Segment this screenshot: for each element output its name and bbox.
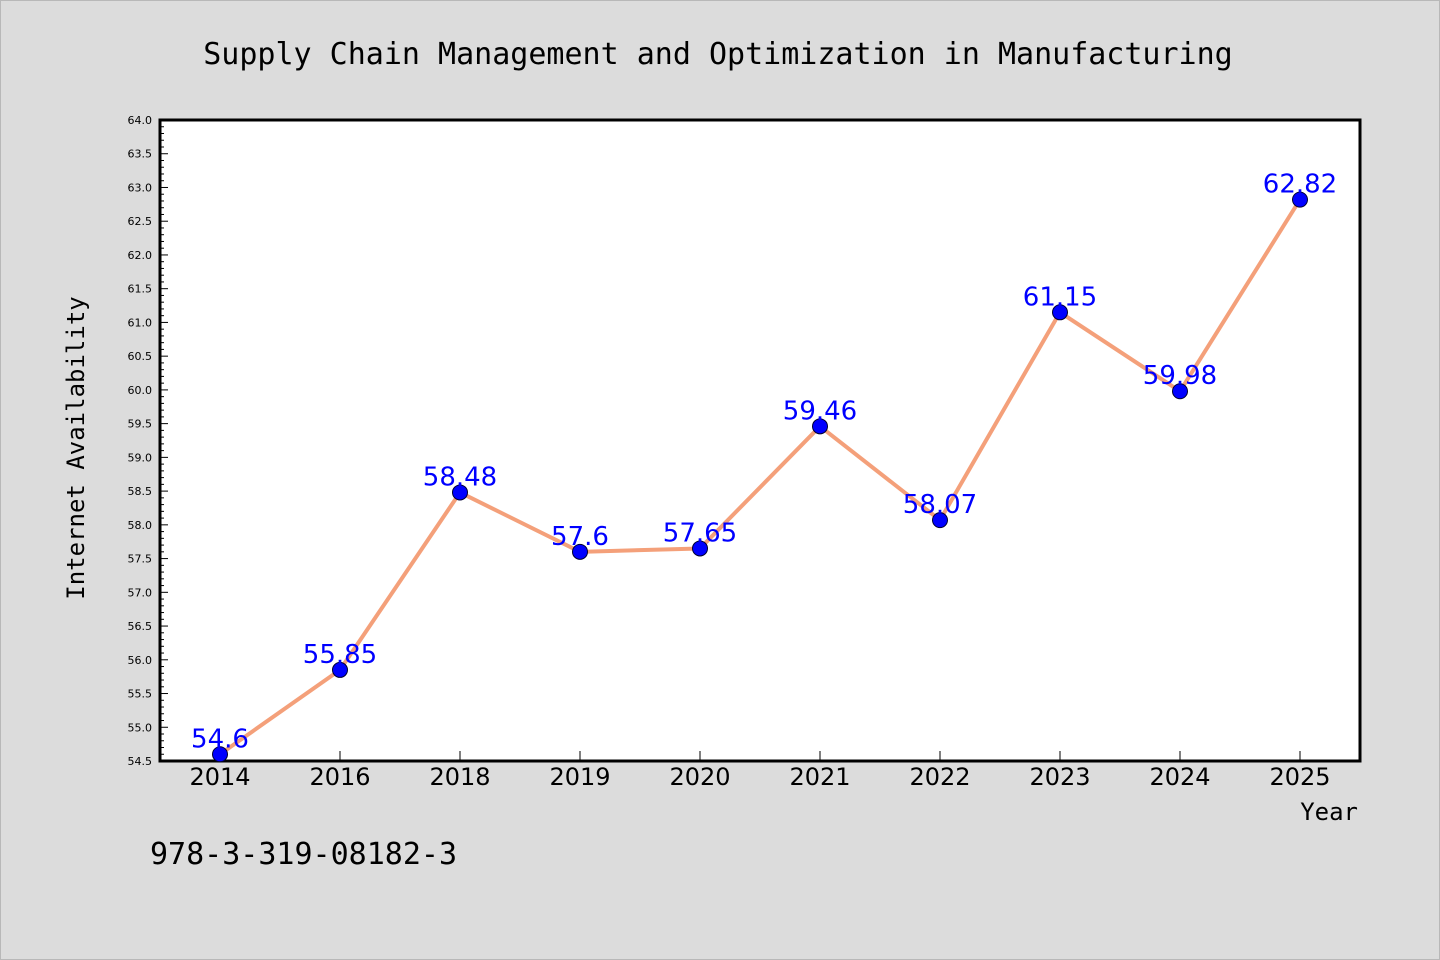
data-point (212, 746, 228, 763)
y-axis-ticks: 54.5 55.0 55.5 56.0 56.5 57.0 57.5 58.0 58.5 59.0… (128, 114, 168, 768)
y-tick-label: 58.5 (128, 485, 153, 498)
data-label: 58.07 (903, 490, 977, 520)
x-tick-label: 2022 (909, 763, 970, 791)
x-tick-label: 2024 (1149, 763, 1210, 791)
data-point (692, 540, 708, 557)
y-tick-label: 62.0 (128, 249, 153, 262)
y-tick-label: 56.5 (128, 620, 153, 633)
y-tick-label: 61.5 (128, 283, 153, 296)
x-tick-label: 2025 (1269, 763, 1330, 791)
x-tick-label: 2023 (1029, 763, 1090, 791)
x-tick-label: 2021 (789, 763, 850, 791)
plot-area (158, 118, 1362, 763)
y-tick-label: 54.5 (128, 755, 153, 768)
data-point (1052, 304, 1068, 321)
data-label: 59.98 (1143, 361, 1217, 391)
series-layer: 54.6 55.85 58.48 57.6 57.65 59.46 58.07 61.15 59… (191, 170, 1337, 763)
y-tick-label: 55.5 (128, 688, 153, 701)
data-point (572, 543, 588, 560)
data-point (1172, 383, 1188, 400)
y-tick-label: 64.0 (128, 114, 153, 127)
x-axis-ticks: 2014 2016 2018 2019 2020 2021 2022 2023 2024 2025 (189, 751, 1331, 791)
data-label: 58.48 (423, 462, 497, 492)
y-axis-label: Internet Availability (62, 296, 90, 599)
y-tick-label: 59.0 (128, 451, 153, 464)
data-label: 59.46 (783, 396, 857, 426)
y-tick-label: 63.5 (128, 148, 153, 161)
data-label: 54.6 (191, 724, 249, 754)
data-point (812, 418, 828, 435)
y-tick-label: 57.5 (128, 553, 153, 566)
data-point (1292, 191, 1308, 208)
y-tick-label: 60.0 (128, 384, 153, 397)
data-point (452, 484, 468, 501)
x-axis-label: Year (1300, 798, 1358, 826)
data-label: 57.65 (663, 518, 737, 548)
x-tick-label: 2019 (549, 763, 610, 791)
y-tick-label: 59.5 (128, 418, 153, 431)
data-label: 57.6 (551, 522, 609, 552)
series-line (218, 197, 1302, 757)
x-tick-label: 2020 (669, 763, 730, 791)
y-tick-label: 55.0 (128, 721, 153, 734)
x-tick-label: 2014 (189, 763, 250, 791)
x-tick-label: 2016 (309, 763, 370, 791)
data-point (332, 661, 348, 678)
data-point (932, 512, 948, 529)
y-tick-label: 61.0 (128, 316, 153, 329)
isbn-text: 978-3-319-08182-3 (150, 837, 457, 872)
y-tick-label: 58.0 (128, 519, 153, 532)
y-tick-label: 63.0 (128, 181, 153, 194)
data-label: 55.85 (303, 640, 377, 670)
y-tick-label: 62.5 (128, 215, 153, 228)
y-tick-label: 56.0 (128, 654, 153, 667)
data-label: 61.15 (1023, 282, 1097, 312)
data-label: 62.82 (1263, 170, 1337, 200)
y-tick-label: 57.0 (128, 586, 153, 599)
chart-title: Supply Chain Management and Optimization… (203, 37, 1233, 72)
y-tick-label: 60.5 (128, 350, 153, 363)
x-tick-label: 2018 (429, 763, 490, 791)
